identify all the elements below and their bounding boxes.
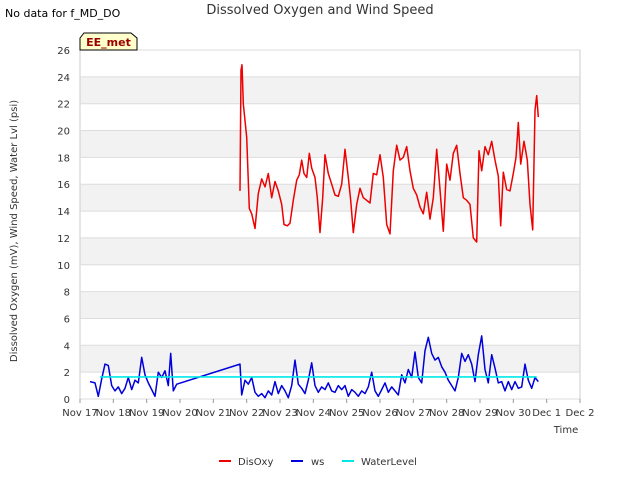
y-tick-label: 14	[57, 207, 70, 218]
site-tag: EE_met	[79, 32, 138, 51]
legend-item-disoxy: DisOxy	[219, 457, 273, 468]
x-tick-label: Dec 1	[532, 408, 561, 419]
y-tick-label: 10	[57, 261, 70, 272]
x-axis-label: Time	[553, 425, 578, 436]
y-tick-label: 22	[57, 100, 70, 111]
x-tick-label: Nov 26	[362, 408, 397, 419]
plot-band	[80, 318, 580, 346]
legend-item-ws: ws	[291, 457, 324, 468]
x-tick-label: Nov 28	[429, 408, 464, 419]
plot-band	[80, 184, 580, 212]
plot-band	[80, 345, 580, 373]
site-tag-label: EE_met	[86, 36, 131, 49]
no-data-message: No data for f_MD_DO	[5, 7, 121, 20]
y-tick-label: 18	[57, 153, 70, 164]
y-tick-label: 24	[57, 73, 70, 84]
x-tick-label: Nov 23	[262, 408, 297, 419]
plot-band	[80, 130, 580, 158]
x-tick-label: Nov 19	[129, 408, 164, 419]
x-tick-label: Nov 25	[329, 408, 364, 419]
plot-band	[80, 76, 580, 104]
x-tick-label: Nov 27	[396, 408, 431, 419]
plot-band	[80, 264, 580, 292]
plot-band	[80, 291, 580, 319]
y-tick-label: 26	[57, 46, 70, 57]
y-tick-label: 12	[57, 234, 70, 245]
plot-band	[80, 103, 580, 131]
plot-band	[80, 237, 580, 265]
series-line-ws	[89, 335, 539, 399]
chart-title: Dissolved Oxygen and Wind Speed	[206, 3, 434, 18]
y-tick-label: 2	[64, 368, 70, 379]
y-tick-label: 16	[57, 180, 70, 191]
site-tag-box	[79, 32, 138, 51]
y-tick-label: 6	[64, 314, 70, 325]
legend-label-ws: ws	[311, 457, 324, 468]
plot-background	[79, 49, 581, 400]
y-axis-label: Dissolved Oxygen (mV), Wind Speed, Water…	[9, 100, 20, 362]
y-tick-label: 8	[64, 288, 70, 299]
x-tick-label: Nov 30	[496, 408, 531, 419]
plot-lines	[89, 64, 540, 399]
x-tick-label: Nov 29	[462, 408, 497, 419]
x-tick-label: Nov 17	[62, 408, 97, 419]
x-tick-label: Dec 2	[566, 408, 595, 419]
y-tick-label: 20	[57, 127, 70, 138]
plot-band	[80, 211, 580, 238]
legend-label-disoxy: DisOxy	[238, 457, 273, 468]
x-tick-label: Nov 22	[229, 408, 264, 419]
y-tick-label: 0	[64, 395, 70, 406]
legend-item-waterlevel: WaterLevel	[342, 457, 417, 468]
series-line-disoxy	[239, 64, 540, 243]
legend: DisOxy ws WaterLevel	[219, 457, 417, 468]
x-tick-label: Nov 24	[296, 408, 331, 419]
y-tick-label: 4	[64, 341, 70, 352]
plot-band	[80, 50, 580, 77]
x-tick-label: Nov 18	[96, 408, 131, 419]
x-tick-label: Nov 20	[162, 408, 197, 419]
legend-label-waterlevel: WaterLevel	[361, 457, 417, 468]
x-tick-label: Nov 21	[196, 408, 231, 419]
